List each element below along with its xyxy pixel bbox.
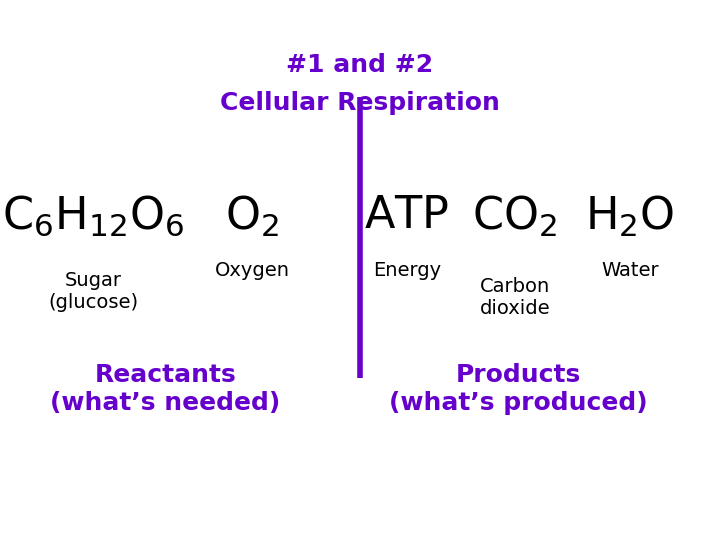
Text: #1 and #2: #1 and #2 [287,53,433,77]
Text: Energy: Energy [373,260,441,280]
Text: $\mathregular{O_2}$: $\mathregular{O_2}$ [225,193,279,239]
Text: $\mathregular{CO_2}$: $\mathregular{CO_2}$ [472,193,557,239]
Text: Reactants
(what’s needed): Reactants (what’s needed) [50,363,281,415]
Text: Cellular Respiration: Cellular Respiration [220,91,500,114]
Text: Products
(what’s produced): Products (what’s produced) [389,363,648,415]
Text: Sugar
(glucose): Sugar (glucose) [48,271,139,312]
Text: Oxygen: Oxygen [215,260,289,280]
Text: $\mathregular{C_6H_{12}O_6}$: $\mathregular{C_6H_{12}O_6}$ [2,194,185,238]
Text: Carbon
dioxide: Carbon dioxide [480,276,550,318]
Text: $\mathregular{H_2O}$: $\mathregular{H_2O}$ [585,193,675,239]
Text: $\mathregular{ATP}$: $\mathregular{ATP}$ [364,194,449,238]
Text: Water: Water [601,260,659,280]
